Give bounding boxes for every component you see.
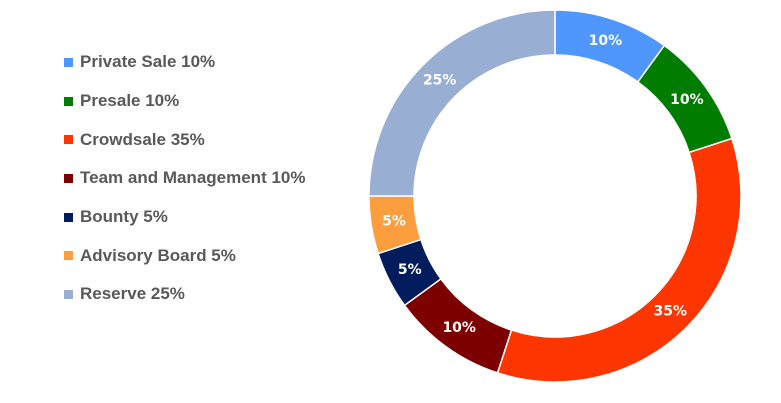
legend-item: Presale 10%: [64, 82, 305, 121]
slice-data-label: 5%: [382, 214, 406, 230]
legend-label: Crowdsale 35%: [80, 129, 205, 149]
legend-label: Advisory Board 5%: [80, 245, 236, 265]
legend-item: Private Sale 10%: [64, 43, 305, 82]
legend-item: Team and Management 10%: [64, 159, 305, 198]
chart-legend: Private Sale 10% Presale 10% Crowdsale 35%…: [64, 43, 305, 314]
slice-data-label: 10%: [670, 92, 704, 108]
legend-label: Presale 10%: [80, 91, 180, 111]
legend-swatch: [64, 173, 73, 183]
legend-item: Crowdsale 35%: [64, 120, 305, 159]
legend-item: Bounty 5%: [64, 198, 305, 237]
slice-data-label: 10%: [589, 33, 623, 49]
legend-label: Reserve 25%: [80, 284, 185, 304]
legend-item: Advisory Board 5%: [64, 236, 305, 275]
donut-slice: [496, 137, 742, 383]
legend-swatch: [64, 96, 73, 106]
legend-label: Team and Management 10%: [80, 168, 306, 188]
legend-swatch: [64, 135, 73, 145]
legend-label: Private Sale 10%: [80, 52, 216, 72]
donut-slice: [368, 9, 556, 197]
slice-data-label: 25%: [423, 73, 457, 89]
slice-data-label: 35%: [654, 303, 688, 319]
legend-item: Reserve 25%: [64, 275, 305, 314]
legend-label: Bounty 5%: [80, 207, 168, 227]
legend-swatch: [64, 212, 73, 222]
legend-swatch: [64, 57, 73, 67]
legend-swatch: [64, 289, 73, 299]
slice-data-label: 5%: [398, 262, 422, 278]
slice-data-label: 10%: [442, 320, 476, 336]
legend-swatch: [64, 251, 73, 261]
